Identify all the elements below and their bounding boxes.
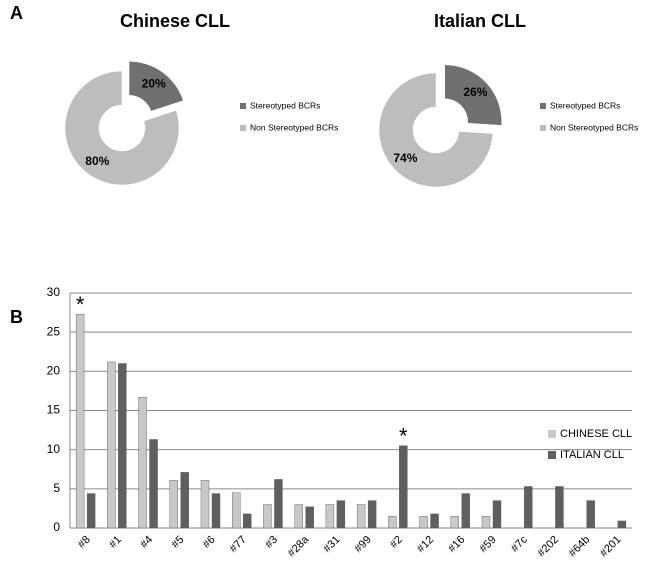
slice-label: 20% bbox=[142, 76, 166, 90]
bar bbox=[492, 500, 502, 529]
bar bbox=[430, 513, 439, 529]
bar bbox=[149, 439, 158, 529]
legend-swatch bbox=[240, 125, 246, 131]
x-tick-label: #8 bbox=[76, 534, 93, 551]
legend-swatch bbox=[240, 103, 246, 109]
bar bbox=[118, 363, 127, 529]
x-tick-label: #64b bbox=[567, 534, 593, 560]
bar bbox=[75, 313, 85, 529]
bar bbox=[211, 493, 221, 529]
annotation: * bbox=[76, 292, 85, 317]
bar bbox=[325, 504, 335, 529]
legend-label: Non Stereotyped BCRs bbox=[250, 122, 338, 132]
bar bbox=[419, 516, 428, 529]
x-tick-label: #4 bbox=[138, 534, 155, 551]
slice-label: 74% bbox=[393, 151, 417, 165]
legend-label: Stereotyped BCRs bbox=[250, 100, 320, 110]
legend-label: ITALIAN CLL bbox=[560, 449, 624, 461]
bar bbox=[180, 472, 189, 529]
x-tick-label: #7c bbox=[509, 533, 530, 554]
x-tick-label: #12 bbox=[415, 534, 436, 555]
panel-label: A bbox=[10, 3, 23, 23]
bar bbox=[367, 500, 377, 529]
bar bbox=[336, 500, 346, 529]
bar bbox=[586, 500, 595, 529]
legend-swatch bbox=[540, 125, 546, 131]
bar bbox=[274, 479, 283, 529]
y-tick-label: 10 bbox=[47, 442, 61, 456]
y-tick-label: 20 bbox=[47, 364, 61, 378]
y-tick-label: 30 bbox=[47, 285, 61, 299]
bar bbox=[305, 506, 314, 529]
x-tick-label: #31 bbox=[321, 534, 342, 555]
y-tick-label: 0 bbox=[53, 520, 60, 534]
x-tick-label: #2 bbox=[388, 534, 405, 551]
bar bbox=[169, 480, 178, 529]
y-tick-label: 5 bbox=[53, 481, 60, 495]
bar bbox=[388, 516, 397, 529]
bar bbox=[263, 504, 272, 529]
bar bbox=[232, 492, 241, 529]
x-tick-label: #3 bbox=[263, 534, 280, 551]
legend-label: CHINESE CLL bbox=[560, 428, 632, 440]
panel-label: B bbox=[10, 307, 23, 327]
bar bbox=[617, 520, 627, 529]
pie-slice bbox=[128, 61, 184, 112]
bar bbox=[243, 513, 252, 529]
bar bbox=[86, 493, 96, 529]
legend-label: Non Stereotyped BCRs bbox=[550, 122, 638, 132]
annotation: * bbox=[399, 424, 408, 449]
x-tick-label: #202 bbox=[535, 534, 561, 560]
x-tick-label: #5 bbox=[169, 534, 186, 551]
bar bbox=[356, 504, 366, 529]
slice-label: 26% bbox=[463, 85, 487, 99]
bar bbox=[138, 396, 147, 529]
x-tick-label: #201 bbox=[598, 534, 624, 560]
legend-swatch bbox=[548, 430, 556, 438]
bar bbox=[450, 516, 459, 529]
y-tick-label: 15 bbox=[47, 403, 61, 417]
bar bbox=[555, 486, 564, 529]
slice-label: 80% bbox=[85, 154, 109, 168]
pie-slice bbox=[64, 70, 180, 186]
legend-swatch bbox=[548, 451, 556, 459]
x-tick-label: #16 bbox=[446, 534, 467, 555]
bar bbox=[200, 480, 210, 529]
bar bbox=[107, 361, 116, 529]
bar bbox=[399, 445, 408, 529]
legend-swatch bbox=[540, 103, 546, 109]
x-tick-label: #28a bbox=[286, 533, 312, 559]
x-tick-label: #77 bbox=[227, 534, 248, 555]
y-tick-label: 25 bbox=[47, 324, 61, 338]
pie-slice bbox=[378, 72, 494, 188]
legend-label: Stereotyped BCRs bbox=[550, 100, 620, 110]
x-tick-label: #99 bbox=[352, 534, 373, 555]
bar bbox=[524, 486, 533, 529]
bar bbox=[481, 516, 491, 529]
bar bbox=[461, 493, 470, 529]
x-tick-label: #1 bbox=[107, 534, 124, 551]
chart-title: Italian CLL bbox=[434, 11, 526, 31]
x-tick-label: #6 bbox=[201, 534, 218, 551]
x-tick-label: #59 bbox=[477, 534, 498, 555]
chart-title: Chinese CLL bbox=[120, 11, 230, 31]
pie-slice bbox=[444, 64, 502, 126]
bar bbox=[294, 504, 303, 529]
